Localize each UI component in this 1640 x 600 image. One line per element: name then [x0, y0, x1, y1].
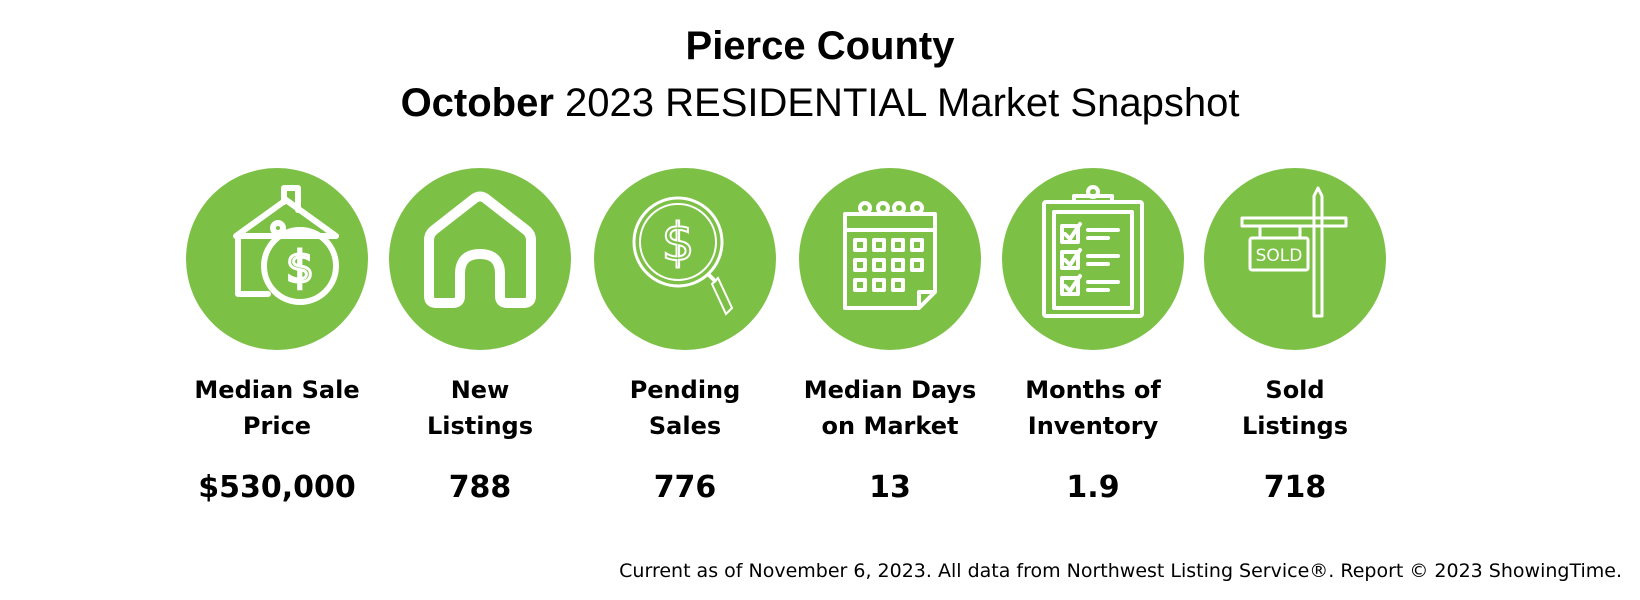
- footer-note: Current as of November 6, 2023. All data…: [619, 560, 1622, 582]
- stat-value: $530,000: [198, 470, 356, 505]
- sold-sign-icon: SOLD: [1240, 186, 1348, 318]
- page-subtitle: October 2023 RESIDENTIAL Market Snapshot: [0, 79, 1640, 127]
- stat-value: 776: [653, 470, 717, 505]
- page-title: Pierce County: [685, 24, 955, 68]
- stat-label: Median Days on Market: [803, 376, 977, 440]
- svg-text:$: $: [286, 242, 314, 293]
- stat-median-sale-price: $ Median Sale Price $530,000: [162, 168, 392, 506]
- stat-circle: [1002, 168, 1184, 350]
- house-icon: [424, 191, 536, 308]
- calendar-icon: [843, 201, 937, 310]
- stat-value: 718: [1263, 470, 1327, 505]
- stat-value: 788: [448, 470, 512, 505]
- stat-value: 13: [869, 470, 911, 505]
- sold-sign-text: SOLD: [1256, 246, 1303, 266]
- stat-label: Months of Inventory: [1025, 376, 1161, 440]
- stat-label: Sold Listings: [1241, 376, 1349, 440]
- house-dollar-icon: $: [233, 185, 339, 305]
- stat-sold-listings: SOLD Sold Listings 718: [1180, 168, 1410, 506]
- stat-new-listings: New Listings 788: [365, 168, 595, 506]
- magnifier-dollar-icon: $: [632, 196, 734, 316]
- stat-label: New Listings: [426, 376, 534, 440]
- subtitle-rest: 2023 RESIDENTIAL Market Snapshot: [553, 81, 1240, 125]
- stat-circle: $: [186, 168, 368, 350]
- stat-label: Median Sale Price: [194, 376, 360, 440]
- clipboard-checklist-icon: [1042, 185, 1144, 318]
- subtitle-month: October: [400, 81, 554, 125]
- svg-text:$: $: [661, 213, 694, 273]
- stat-median-days-on-market: Median Days on Market 13: [775, 168, 1005, 506]
- stat-pending-sales: $ Pending Sales 776: [570, 168, 800, 506]
- stat-value: 1.9: [1066, 470, 1120, 505]
- stat-circle: [799, 168, 981, 350]
- stat-circle: [389, 168, 571, 350]
- stat-months-of-inventory: Months of Inventory 1.9: [978, 168, 1208, 506]
- stat-label: Pending Sales: [629, 376, 741, 440]
- stat-circle: $: [594, 168, 776, 350]
- stat-circle: SOLD: [1204, 168, 1386, 350]
